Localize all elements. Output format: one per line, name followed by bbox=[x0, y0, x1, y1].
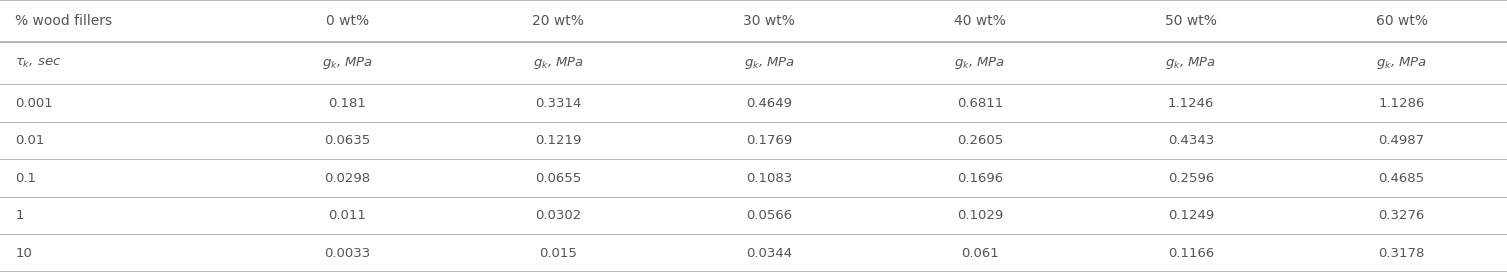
Text: $g_k$, MPa: $g_k$, MPa bbox=[322, 55, 374, 71]
Text: 0.011: 0.011 bbox=[329, 209, 366, 222]
Text: 0.01: 0.01 bbox=[15, 134, 44, 147]
Text: 0 wt%: 0 wt% bbox=[326, 14, 369, 28]
Text: 0.0635: 0.0635 bbox=[324, 134, 371, 147]
Text: 0.3276: 0.3276 bbox=[1379, 209, 1424, 222]
Text: $g_k$, MPa: $g_k$, MPa bbox=[532, 55, 583, 71]
Text: 1: 1 bbox=[15, 209, 24, 222]
Text: 0.0302: 0.0302 bbox=[535, 209, 582, 222]
Text: 0.0298: 0.0298 bbox=[324, 172, 371, 185]
Text: 0.3314: 0.3314 bbox=[535, 97, 582, 110]
Text: 0.0033: 0.0033 bbox=[324, 247, 371, 260]
Text: 0.1029: 0.1029 bbox=[957, 209, 1004, 222]
Text: 10: 10 bbox=[15, 247, 32, 260]
Text: 40 wt%: 40 wt% bbox=[954, 14, 1005, 28]
Text: 0.4987: 0.4987 bbox=[1379, 134, 1424, 147]
Text: 0.2596: 0.2596 bbox=[1168, 172, 1215, 185]
Text: 0.1249: 0.1249 bbox=[1168, 209, 1215, 222]
Text: 0.1769: 0.1769 bbox=[746, 134, 793, 147]
Text: 0.001: 0.001 bbox=[15, 97, 53, 110]
Text: 0.1696: 0.1696 bbox=[957, 172, 1004, 185]
Text: 20 wt%: 20 wt% bbox=[532, 14, 585, 28]
Text: 0.1083: 0.1083 bbox=[746, 172, 793, 185]
Text: 60 wt%: 60 wt% bbox=[1376, 14, 1427, 28]
Text: $g_k$, MPa: $g_k$, MPa bbox=[1165, 55, 1216, 71]
Text: 0.0344: 0.0344 bbox=[746, 247, 793, 260]
Text: 0.061: 0.061 bbox=[961, 247, 999, 260]
Text: 0.1166: 0.1166 bbox=[1168, 247, 1215, 260]
Text: $\tau_k$, sec: $\tau_k$, sec bbox=[15, 57, 62, 70]
Text: 0.0655: 0.0655 bbox=[535, 172, 582, 185]
Text: 1.1246: 1.1246 bbox=[1168, 97, 1215, 110]
Text: 0.0566: 0.0566 bbox=[746, 209, 793, 222]
Text: $g_k$, MPa: $g_k$, MPa bbox=[743, 55, 794, 71]
Text: % wood fillers: % wood fillers bbox=[15, 14, 112, 28]
Text: 30 wt%: 30 wt% bbox=[743, 14, 796, 28]
Text: 1.1286: 1.1286 bbox=[1379, 97, 1424, 110]
Text: 0.1: 0.1 bbox=[15, 172, 36, 185]
Text: 0.4649: 0.4649 bbox=[746, 97, 793, 110]
Text: $g_k$, MPa: $g_k$, MPa bbox=[1376, 55, 1427, 71]
Text: 0.1219: 0.1219 bbox=[535, 134, 582, 147]
Text: 0.2605: 0.2605 bbox=[957, 134, 1004, 147]
Text: $g_k$, MPa: $g_k$, MPa bbox=[954, 55, 1005, 71]
Text: 0.015: 0.015 bbox=[540, 247, 577, 260]
Text: 0.181: 0.181 bbox=[329, 97, 366, 110]
Text: 0.6811: 0.6811 bbox=[957, 97, 1004, 110]
Text: 0.3178: 0.3178 bbox=[1379, 247, 1424, 260]
Text: 50 wt%: 50 wt% bbox=[1165, 14, 1216, 28]
Text: 0.4685: 0.4685 bbox=[1379, 172, 1424, 185]
Text: 0.4343: 0.4343 bbox=[1168, 134, 1215, 147]
